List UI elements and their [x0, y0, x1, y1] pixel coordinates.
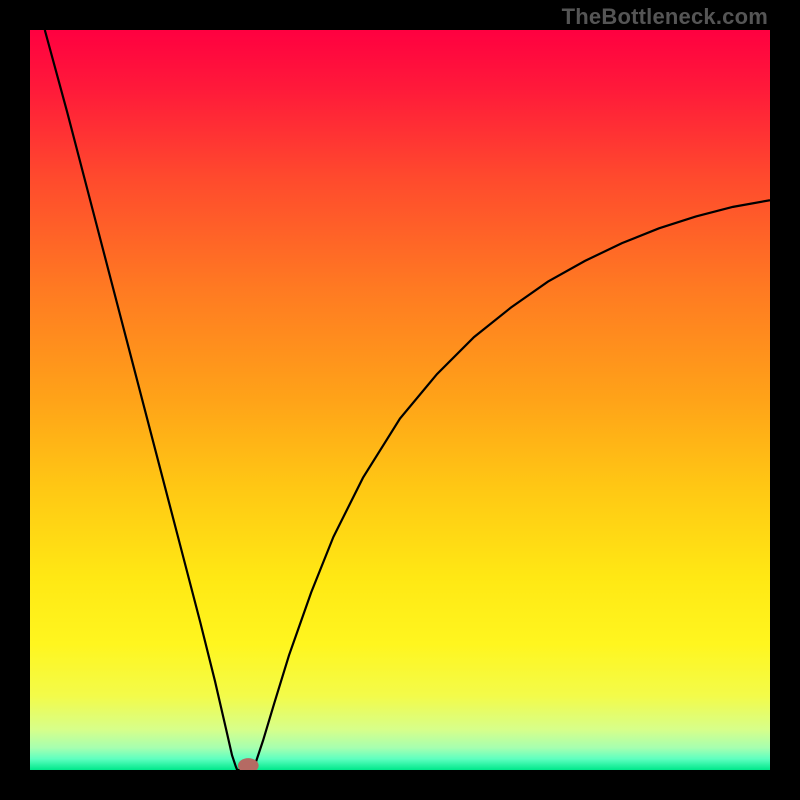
plot-area: [30, 30, 770, 770]
bottleneck-curve: [30, 30, 770, 770]
watermark-text: TheBottleneck.com: [562, 4, 768, 30]
chart-frame: TheBottleneck.com: [0, 0, 800, 800]
curve-line: [45, 30, 770, 770]
